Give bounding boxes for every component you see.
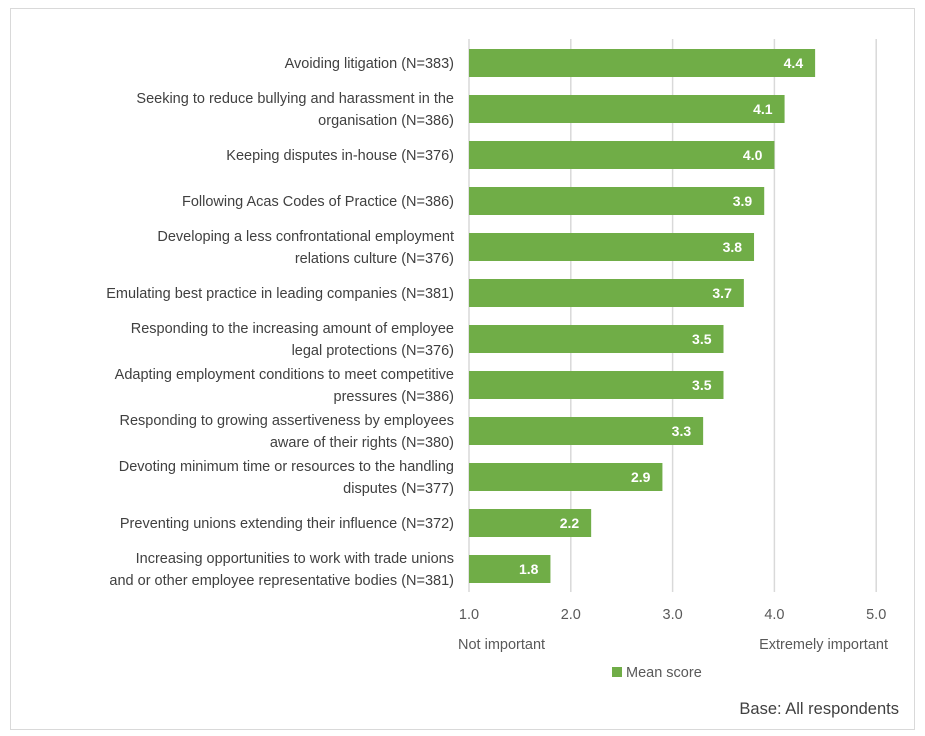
category-label: Seeking to reduce bullying and harassmen… xyxy=(136,91,454,107)
data-label: 3.3 xyxy=(672,423,692,439)
category-label: legal protections (N=376) xyxy=(292,343,454,359)
bar xyxy=(469,417,704,445)
category-label: Avoiding litigation (N=383) xyxy=(285,56,454,72)
x-low-label: Not important xyxy=(458,637,545,653)
bar xyxy=(469,509,592,537)
category-label: Responding to the increasing amount of e… xyxy=(131,321,454,337)
data-label: 3.8 xyxy=(723,239,743,255)
category-label: and or other employee representative bod… xyxy=(109,573,454,589)
category-label: organisation (N=386) xyxy=(318,113,454,129)
bar xyxy=(469,95,785,123)
bar xyxy=(469,325,724,353)
data-label: 4.1 xyxy=(753,101,773,117)
data-label: 2.2 xyxy=(560,515,580,531)
data-label: 3.9 xyxy=(733,193,753,209)
category-label: Devoting minimum time or resources to th… xyxy=(119,459,454,475)
x-tick-label: 1.0 xyxy=(459,607,479,623)
bar xyxy=(469,187,765,215)
category-label: pressures (N=386) xyxy=(334,389,454,405)
category-label: Keeping disputes in-house (N=376) xyxy=(226,148,454,164)
category-label: Developing a less confrontational employ… xyxy=(157,229,454,245)
bar xyxy=(469,279,744,307)
x-high-label: Extremely important xyxy=(759,637,888,653)
data-label: 2.9 xyxy=(631,469,651,485)
category-label: Following Acas Codes of Practice (N=386) xyxy=(182,194,454,210)
bar xyxy=(469,233,755,261)
chart-frame: 4.4 4.1 4.0 3.9 3.8 3.7 3.5 3.5 3.3 2.9 2.2 1.8 Avo… xyxy=(10,8,915,730)
bar xyxy=(469,371,724,399)
category-label: Emulating best practice in leading compa… xyxy=(106,286,454,302)
legend-swatch xyxy=(612,667,622,677)
data-label: 4.4 xyxy=(784,55,804,71)
x-tick-label: 4.0 xyxy=(764,607,784,623)
bar xyxy=(469,555,551,583)
data-label: 3.5 xyxy=(692,331,712,347)
x-tick-label: 2.0 xyxy=(561,607,581,623)
category-label: Preventing unions extending their influe… xyxy=(120,516,454,532)
category-label: Adapting employment conditions to meet c… xyxy=(115,367,454,383)
category-label: Increasing opportunities to work with tr… xyxy=(136,551,454,567)
x-tick-label: 5.0 xyxy=(866,607,886,623)
bar xyxy=(469,141,775,169)
bar xyxy=(469,463,663,491)
data-label: 4.0 xyxy=(743,147,763,163)
category-label: aware of their rights (N=380) xyxy=(270,435,454,451)
data-label: 3.5 xyxy=(692,377,712,393)
legend-label: Mean score xyxy=(626,665,702,681)
x-tick-label: 3.0 xyxy=(663,607,683,623)
data-label: 1.8 xyxy=(519,561,539,577)
bar xyxy=(469,49,816,77)
category-label: Responding to growing assertiveness by e… xyxy=(120,413,455,429)
base-note: Base: All respondents xyxy=(739,700,899,718)
data-label: 3.7 xyxy=(712,285,732,301)
bar-chart: 4.4 4.1 4.0 3.9 3.8 3.7 3.5 3.5 3.3 2.9 2.2 1.8 Avo… xyxy=(106,39,899,718)
category-label: relations culture (N=376) xyxy=(295,251,454,267)
category-label: disputes (N=377) xyxy=(343,481,454,497)
